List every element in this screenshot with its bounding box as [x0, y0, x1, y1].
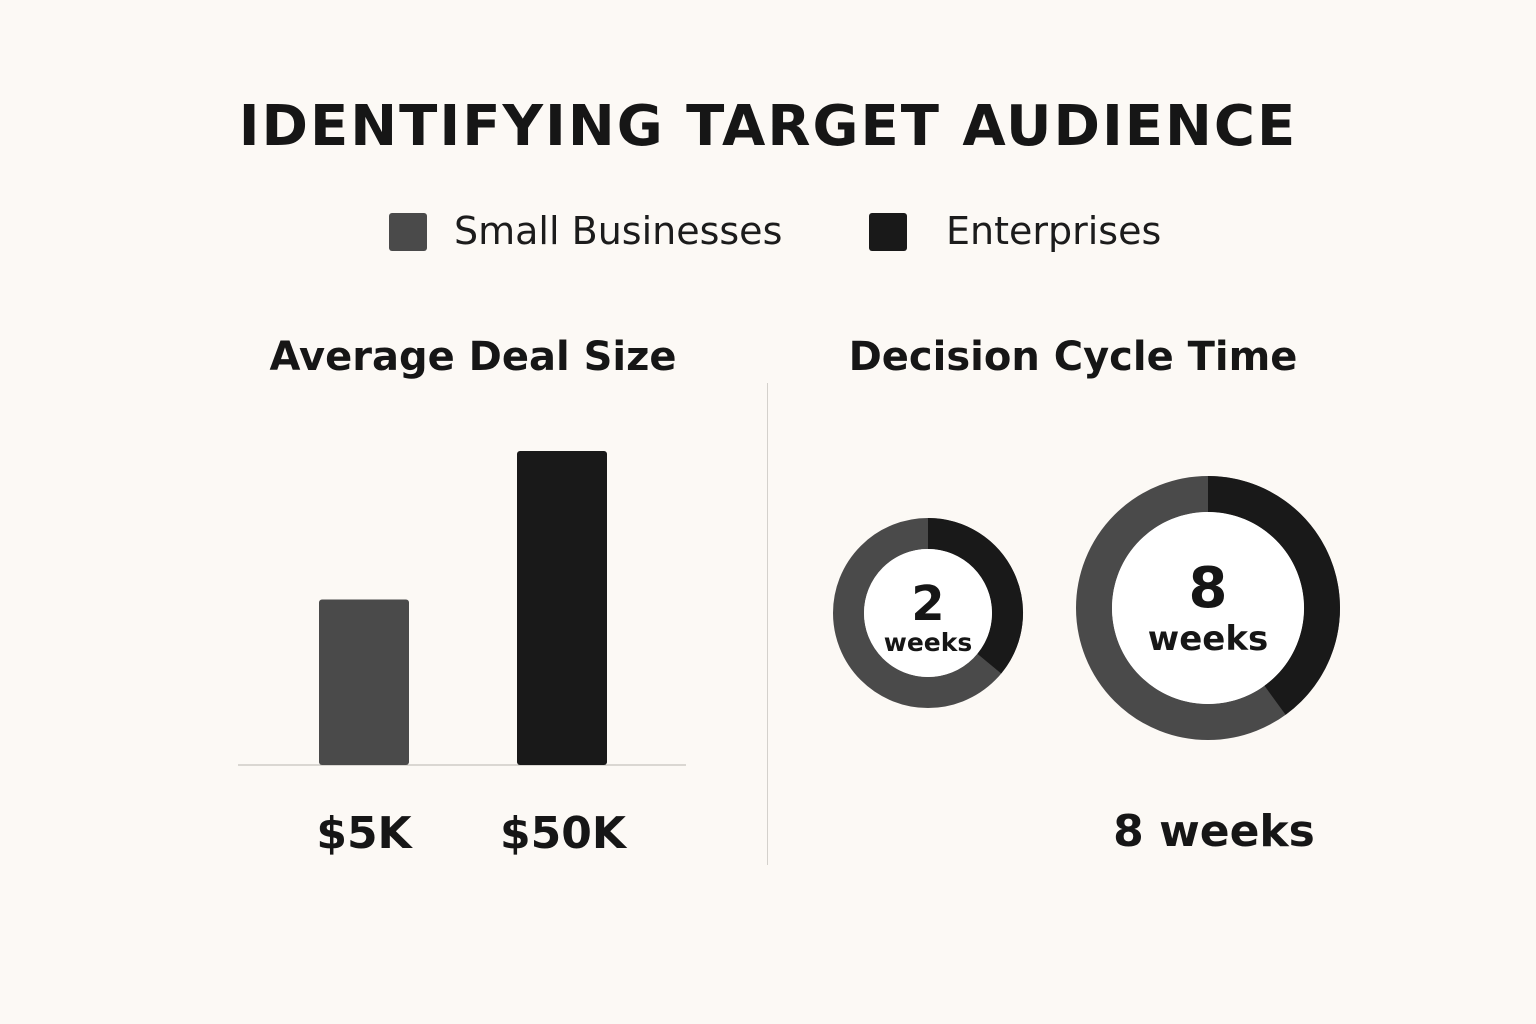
bar-panel-title: Average Deal Size: [269, 334, 677, 380]
donut-panel-title: Decision Cycle Time: [848, 334, 1298, 380]
donut-value-enterprises: 8: [1189, 556, 1228, 621]
donut-unit-small-businesses: weeks: [884, 628, 973, 657]
donut-unit-enterprises: weeks: [1148, 619, 1268, 659]
bar-enterprises: [517, 451, 607, 765]
donut-value-small-businesses: 2: [911, 576, 944, 632]
donut-segment-small-businesses: [927, 518, 1023, 674]
page-title: IDENTIFYING TARGET AUDIENCE: [238, 94, 1298, 159]
donut-center-small-businesses: [864, 549, 992, 677]
panel-divider: [767, 383, 768, 865]
legend-swatch-small-businesses: [389, 213, 427, 251]
donut-caption: 8 weeks: [1113, 806, 1315, 857]
bar-value-label-enterprises: $50K: [500, 808, 628, 859]
legend-label-enterprises: Enterprises: [946, 209, 1162, 253]
legend-swatch-enterprises: [869, 213, 907, 251]
donut-segment-enterprises: [1207, 476, 1340, 715]
bar-value-label-small-businesses: $5K: [316, 808, 413, 859]
legend-label-small-businesses: Small Businesses: [454, 209, 783, 253]
donut-center-enterprises: [1112, 512, 1304, 704]
bar-small-businesses: [319, 599, 409, 765]
